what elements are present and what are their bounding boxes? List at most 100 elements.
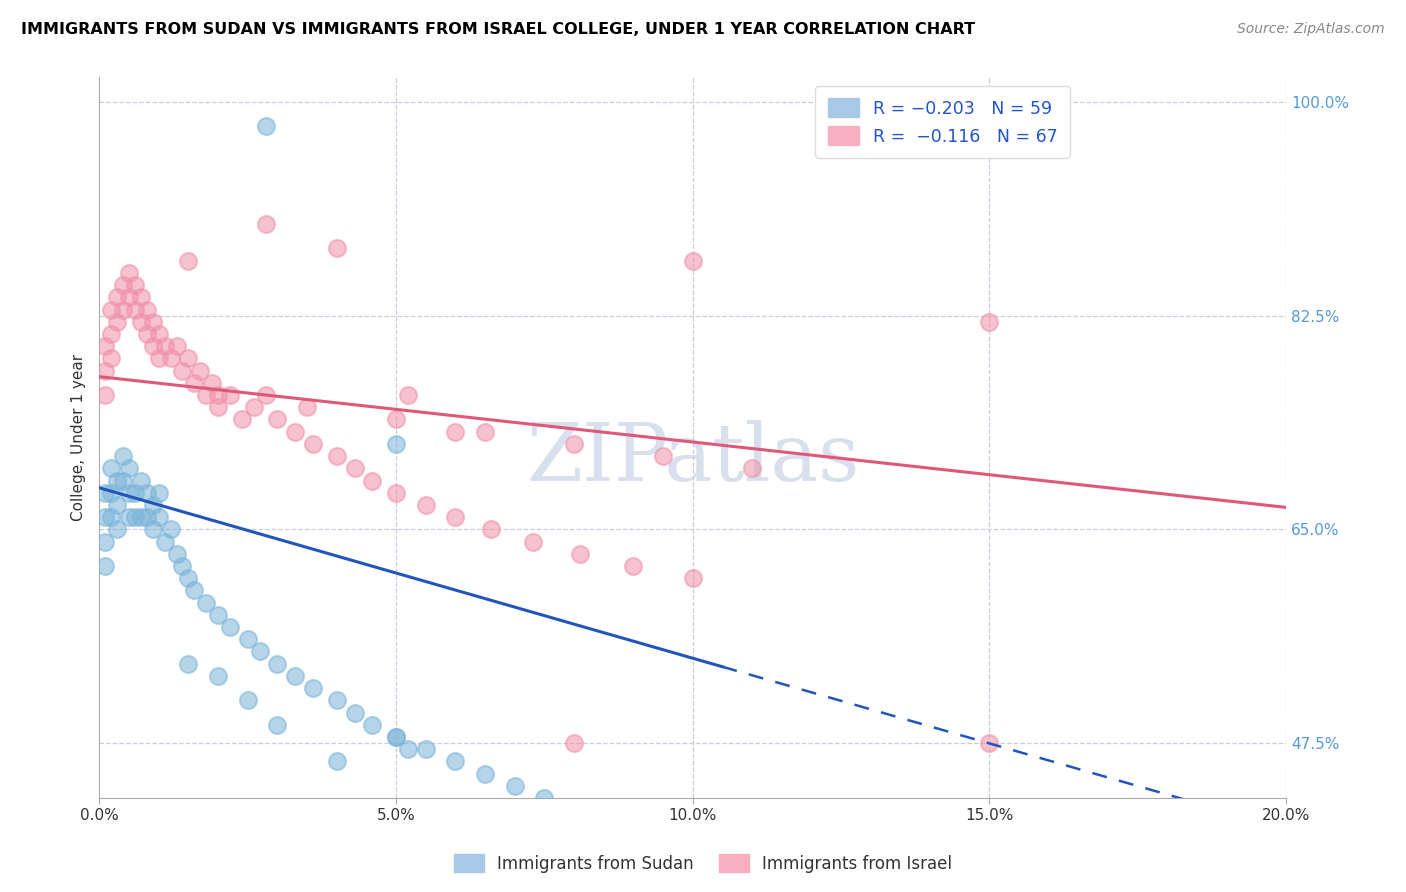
Point [142,522,165,536]
Point [396,388,419,402]
Point [183,583,205,598]
Point [148,510,170,524]
Point [444,815,467,830]
Point [112,449,135,463]
Point [741,461,763,475]
Point [94,363,117,377]
Point [249,644,271,658]
Point [159,522,181,536]
Point [195,596,218,610]
Point [105,522,128,536]
Point [254,388,277,402]
Point [385,730,408,744]
Point [682,253,704,268]
Point [385,412,408,426]
Point [266,718,288,732]
Point [236,632,259,647]
Point [153,534,176,549]
Point [415,498,437,512]
Point [302,437,325,451]
Point [385,485,408,500]
Text: IMMIGRANTS FROM SUDAN VS IMMIGRANTS FROM ISRAEL COLLEGE, UNDER 1 YEAR CORRELATIO: IMMIGRANTS FROM SUDAN VS IMMIGRANTS FROM… [21,22,976,37]
Point [129,290,152,304]
Point [135,302,157,317]
Point [105,315,128,329]
Point [148,485,170,500]
Point [207,388,229,402]
Point [105,474,128,488]
Point [188,363,211,377]
Point [148,326,170,341]
Point [153,339,176,353]
Text: Source: ZipAtlas.com: Source: ZipAtlas.com [1237,22,1385,37]
Point [142,498,165,512]
Point [105,290,128,304]
Point [100,485,122,500]
Point [254,120,277,134]
Point [124,510,146,524]
Point [444,510,467,524]
Point [129,510,152,524]
Point [219,388,242,402]
Point [135,326,157,341]
Point [148,351,170,366]
Point [236,693,259,707]
Point [177,253,200,268]
Point [118,461,141,475]
Point [142,339,165,353]
Point [124,302,146,317]
Point [343,461,366,475]
Point [94,559,117,574]
Point [284,425,307,439]
Point [207,669,229,683]
Point [562,803,585,817]
Point [444,755,467,769]
Point [621,559,644,574]
Y-axis label: College, Under 1 year: College, Under 1 year [72,354,86,521]
Legend: Immigrants from Sudan, Immigrants from Israel: Immigrants from Sudan, Immigrants from I… [447,847,959,880]
Point [361,718,384,732]
Point [302,681,325,695]
Point [284,669,307,683]
Point [474,766,496,780]
Point [112,278,135,293]
Point [100,510,122,524]
Point [207,607,229,622]
Point [569,547,592,561]
Point [474,425,496,439]
Point [503,779,526,793]
Point [172,363,194,377]
Point [326,693,349,707]
Point [385,437,408,451]
Point [124,278,146,293]
Point [266,412,288,426]
Point [177,657,200,671]
Point [94,534,117,549]
Point [94,339,117,353]
Point [195,388,218,402]
Point [94,510,117,524]
Point [129,474,152,488]
Point [129,315,152,329]
Point [177,571,200,585]
Point [105,498,128,512]
Point [135,510,157,524]
Point [172,559,194,574]
Point [444,425,467,439]
Point [592,815,614,830]
Point [533,791,555,805]
Point [112,302,135,317]
Legend: R = −0.203   N = 59, R =  −0.116   N = 67: R = −0.203 N = 59, R = −0.116 N = 67 [815,87,1070,158]
Point [562,736,585,750]
Point [100,326,122,341]
Point [118,266,141,280]
Point [100,461,122,475]
Point [242,401,264,415]
Point [343,706,366,720]
Point [219,620,242,634]
Point [979,736,1001,750]
Point [326,242,349,256]
Point [562,437,585,451]
Point [159,351,181,366]
Point [207,401,229,415]
